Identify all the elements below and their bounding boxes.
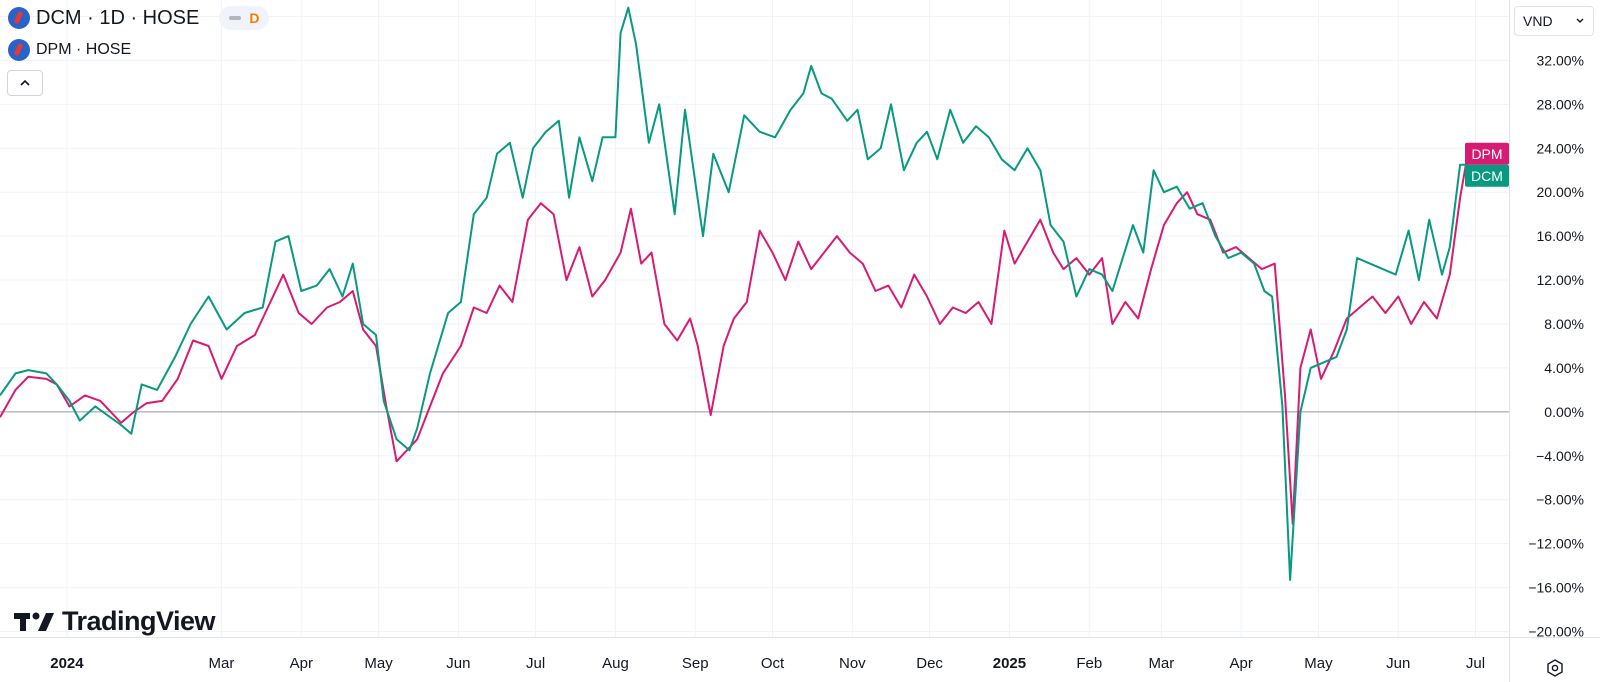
end-label-dcm: DCM	[1471, 168, 1503, 184]
x-tick-label: Jul	[1466, 655, 1485, 672]
badge-letter: D	[249, 10, 260, 26]
x-tick-label: Apr	[1230, 655, 1253, 672]
x-tick-label: 2024	[50, 655, 84, 672]
x-tick-label: Oct	[761, 655, 785, 672]
y-tick-label: 4.00%	[1544, 360, 1584, 376]
company-logo-icon	[8, 7, 30, 29]
x-tick-label: Mar	[209, 655, 235, 672]
y-tick-label: −12.00%	[1528, 536, 1584, 552]
data-source-badge[interactable]: D	[219, 6, 270, 30]
currency-select[interactable]: VND	[1514, 6, 1594, 36]
x-tick-label: Jul	[526, 655, 545, 672]
x-tick-label: May	[1304, 655, 1333, 672]
chevron-up-icon	[20, 79, 30, 86]
y-tick-label: 0.00%	[1544, 404, 1584, 420]
y-tick-label: 8.00%	[1544, 316, 1584, 332]
chart-settings-button[interactable]	[1543, 656, 1567, 680]
x-tick-label: 2025	[993, 655, 1026, 672]
collapse-legend-button[interactable]	[7, 70, 43, 96]
y-tick-label: 12.00%	[1537, 272, 1584, 288]
settings-icon	[1547, 659, 1563, 677]
x-tick-label: Sep	[682, 655, 709, 672]
y-tick-label: −20.00%	[1528, 624, 1584, 640]
primary-symbol-label: DCM · 1D · HOSE	[36, 6, 200, 29]
secondary-symbol-label: DPM · HOSE	[36, 41, 132, 58]
tradingview-logo-icon	[14, 612, 54, 631]
y-tick-label: 24.00%	[1537, 140, 1584, 156]
y-tick-label: 20.00%	[1537, 184, 1584, 200]
series-line-dcm[interactable]	[0, 6, 1468, 581]
end-label-dcm-bg	[1465, 164, 1509, 187]
x-tick-label: Jun	[1386, 655, 1410, 672]
end-label-dpm: DPM	[1471, 146, 1502, 162]
x-tick-label: Aug	[602, 655, 629, 672]
x-tick-label: Feb	[1076, 655, 1102, 672]
currency-value: VND	[1523, 13, 1553, 29]
company-logo-icon	[8, 39, 30, 61]
tradingview-watermark[interactable]: TradingView	[14, 606, 216, 637]
y-tick-label: −16.00%	[1528, 580, 1584, 596]
y-tick-label: −8.00%	[1536, 492, 1584, 508]
watermark-text: TradingView	[62, 606, 216, 636]
y-tick-label: 16.00%	[1537, 228, 1584, 244]
series-line-dpm[interactable]	[0, 153, 1469, 525]
legend-secondary[interactable]: DPM · HOSE	[8, 39, 131, 61]
end-label-dpm-bg	[1465, 142, 1509, 165]
x-tick-label: Jun	[446, 655, 470, 672]
x-tick-label: Dec	[916, 655, 943, 672]
legend-primary[interactable]: DCM · 1D · HOSE D	[8, 6, 270, 30]
x-tick-label: Mar	[1148, 655, 1174, 672]
x-tick-label: Apr	[290, 655, 313, 672]
chevron-down-icon	[1576, 18, 1584, 23]
x-tick-label: May	[364, 655, 393, 672]
y-tick-label: −4.00%	[1536, 448, 1584, 464]
x-tick-label: Nov	[839, 655, 866, 672]
y-tick-label: 28.00%	[1537, 96, 1584, 112]
y-tick-label: 32.00%	[1537, 52, 1584, 68]
dash-icon	[229, 16, 242, 20]
